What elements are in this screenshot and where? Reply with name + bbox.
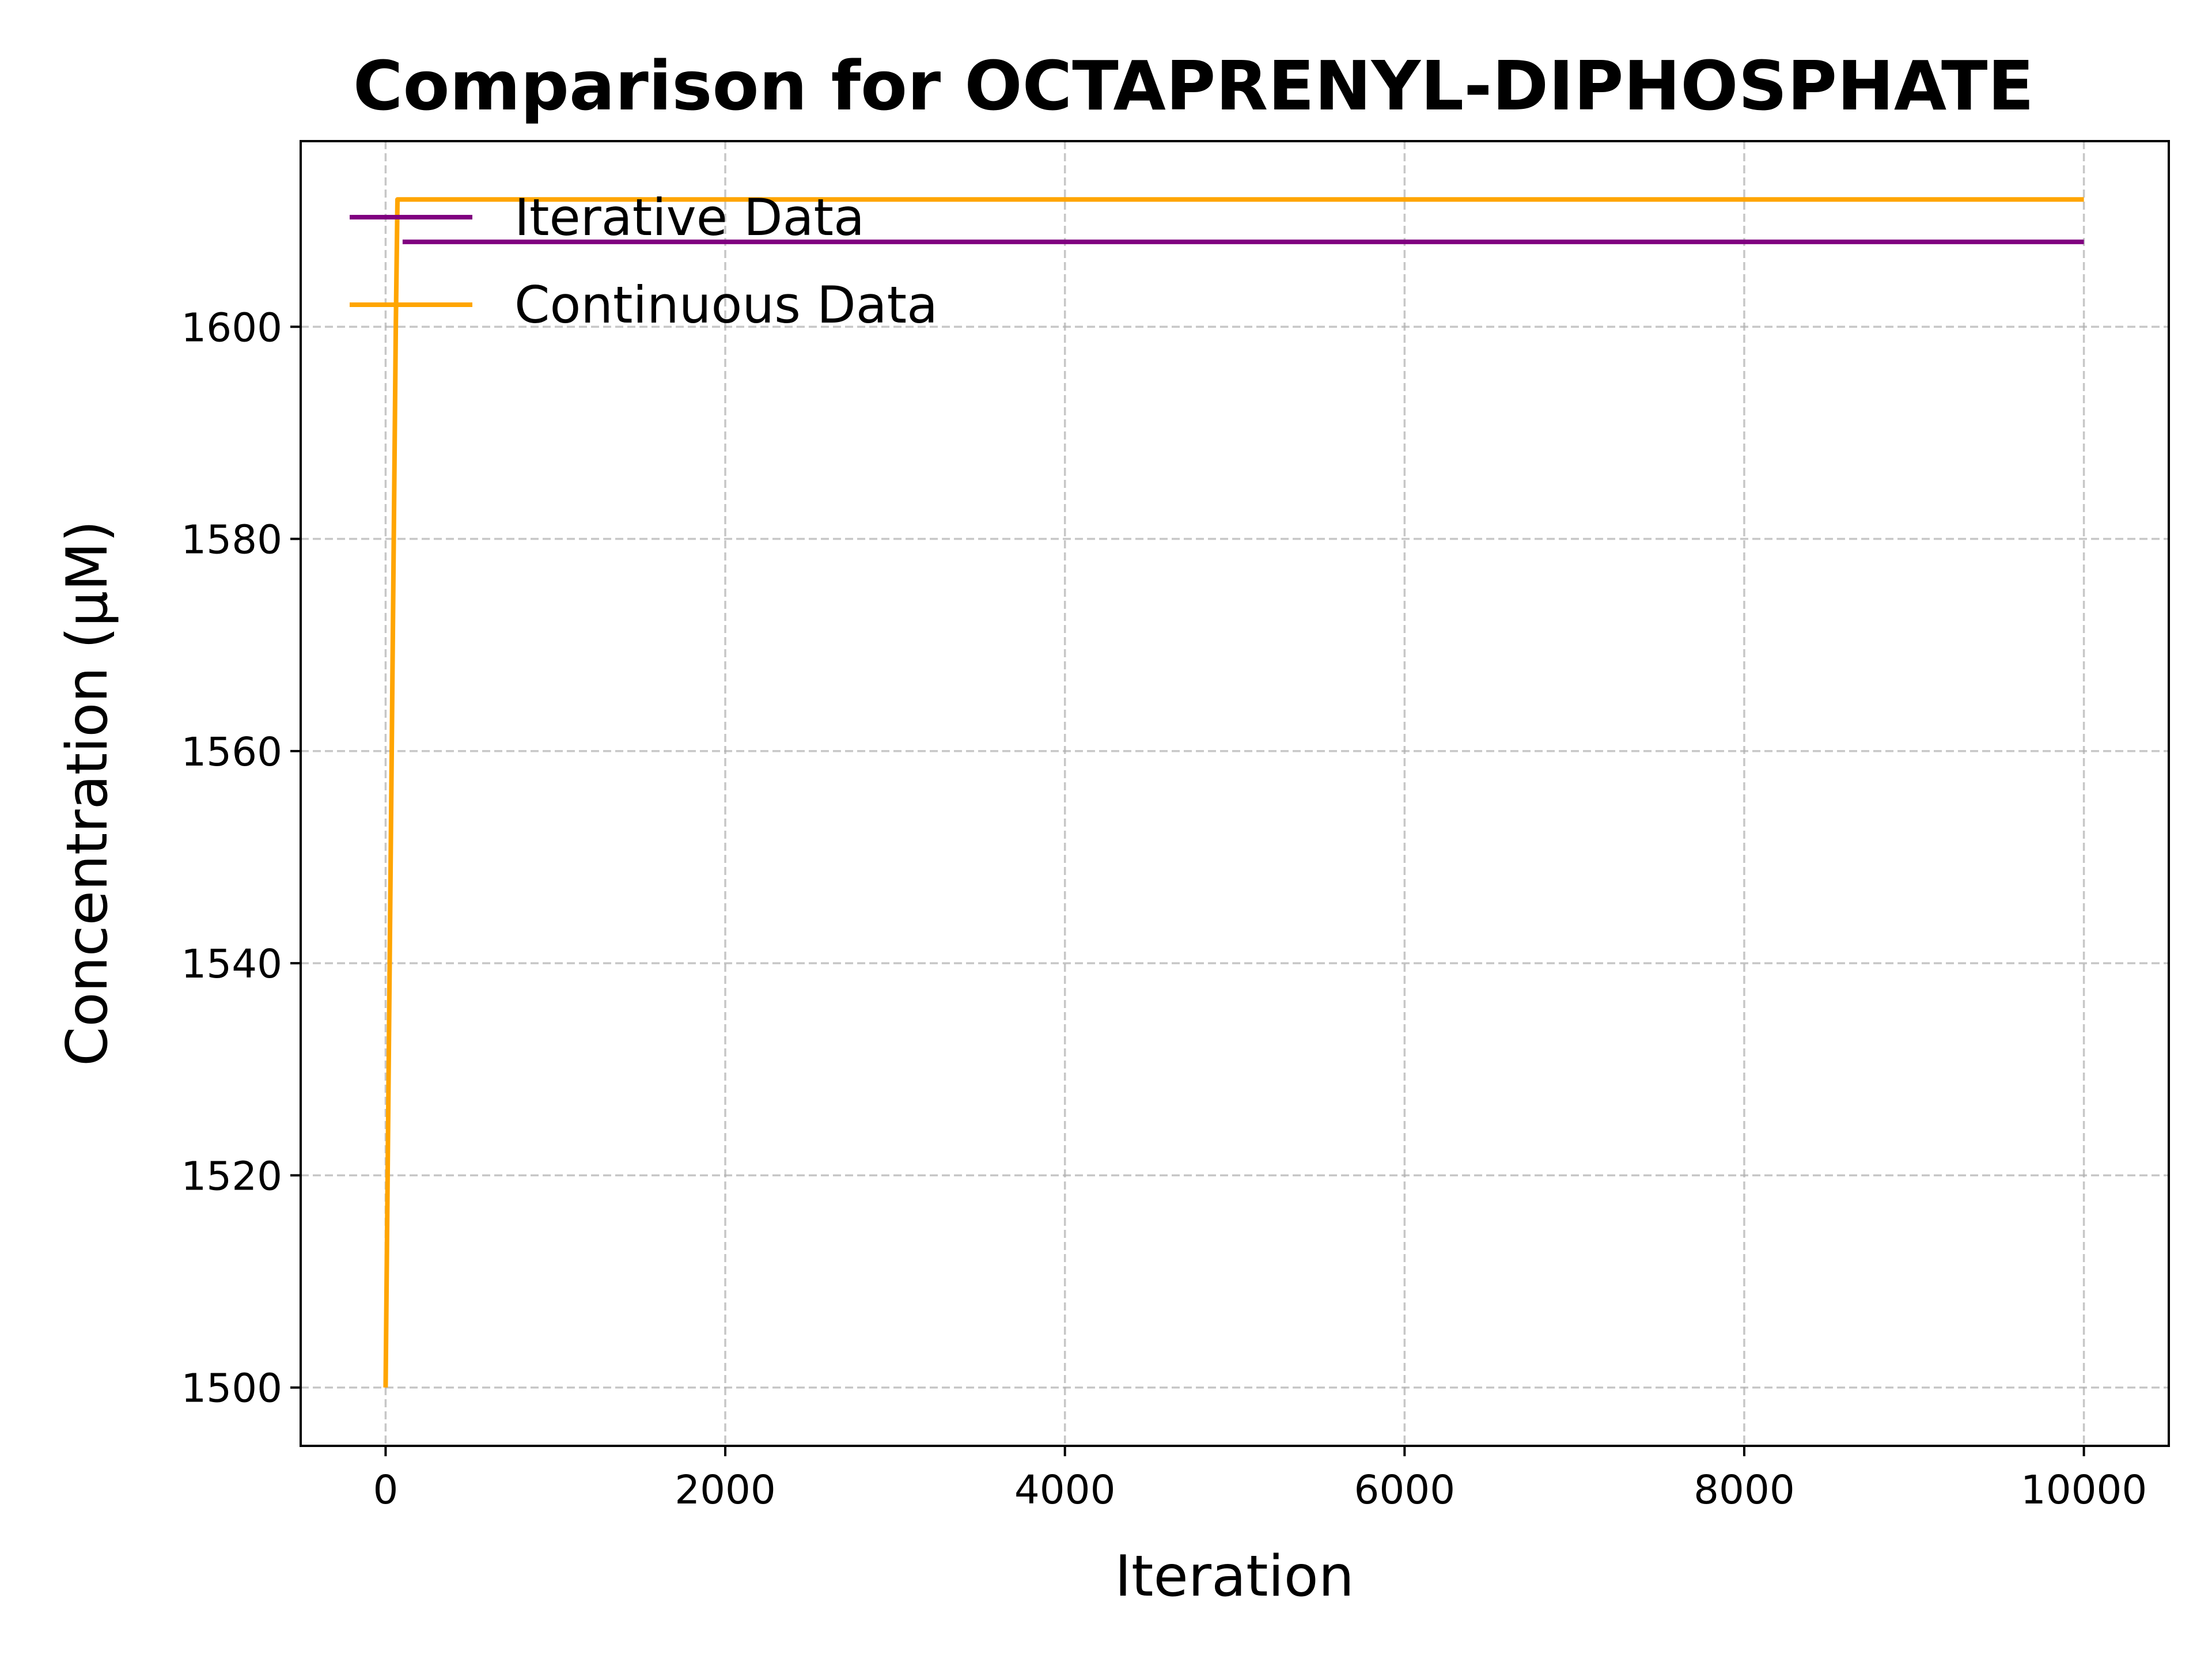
- x-tick-label: 8000: [1694, 1467, 1795, 1513]
- y-ticks: 1500 1520 1540 1560 1580 1600: [181, 305, 301, 1412]
- y-axis-label: Concentration (μM): [55, 520, 120, 1066]
- chart-title: Comparison for OCTAPRENYL-DIPHOSPHATE: [353, 46, 2034, 126]
- y-tick-label: 1500: [181, 1366, 282, 1412]
- x-axis-label: Iteration: [1115, 1544, 1354, 1609]
- legend-label: Iterative Data: [514, 188, 865, 247]
- plot-frame: [300, 140, 2170, 1447]
- series-lines: [383, 197, 2084, 1388]
- legend: Iterative Data Continuous Data: [350, 188, 938, 335]
- y-tick-label: 1520: [181, 1153, 282, 1199]
- x-tick-label: 10000: [2021, 1467, 2147, 1513]
- x-tick-label: 0: [373, 1467, 398, 1513]
- grid-lines: [301, 141, 2169, 1446]
- y-tick-label: 1560: [181, 729, 282, 775]
- y-tick-label: 1580: [181, 517, 282, 563]
- series-line-continuous-data: [383, 197, 2084, 1388]
- legend-label: Continuous Data: [514, 275, 938, 335]
- x-tick-label: 4000: [1014, 1467, 1116, 1513]
- x-ticks: 0 2000 4000 6000 8000 10000: [373, 1446, 2147, 1513]
- y-tick-label: 1540: [181, 941, 282, 987]
- y-tick-label: 1600: [181, 305, 282, 351]
- x-tick-label: 6000: [1354, 1467, 1456, 1513]
- x-tick-label: 2000: [675, 1467, 776, 1513]
